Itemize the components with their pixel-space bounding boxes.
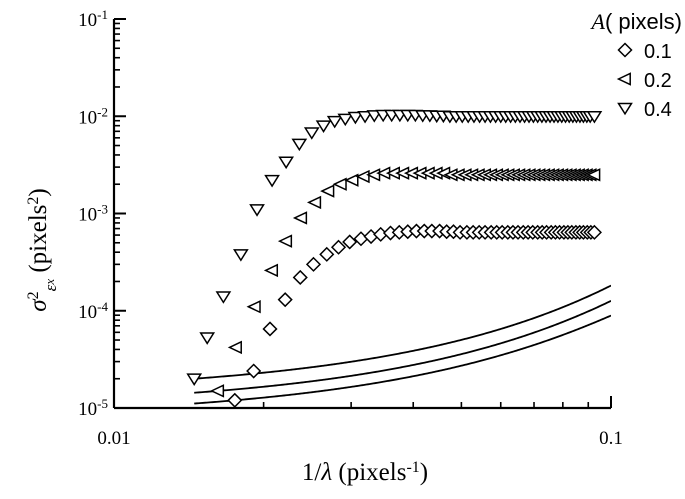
data-point-series-2 bbox=[320, 184, 335, 198]
y-axis-label: σ2εx (pixels2) bbox=[25, 188, 60, 311]
x-label-unit-close: ) bbox=[420, 459, 428, 486]
y-tick-exp: -3 bbox=[97, 201, 108, 216]
legend-marker-series-1 bbox=[617, 42, 633, 58]
x-label-unit-open: (pixels bbox=[332, 459, 406, 486]
data-point-series-1 bbox=[353, 231, 369, 247]
y-tick-label: 10-1 bbox=[78, 7, 108, 32]
y-tick-label: 10-5 bbox=[78, 396, 108, 421]
data-point-series-1 bbox=[330, 239, 347, 255]
data-point-series-1 bbox=[277, 292, 293, 308]
y-axis-ticks: 10-110-210-310-410-5 bbox=[78, 7, 126, 421]
data-point-series-2 bbox=[306, 195, 322, 210]
x-axis-label: 1/λ (pixels-1) bbox=[302, 459, 428, 487]
y-tick-exp: -1 bbox=[97, 7, 108, 22]
y-label-unit-close: ) bbox=[25, 188, 52, 196]
data-point-series-2 bbox=[292, 211, 308, 225]
legend-label-series-3: 0.4 bbox=[644, 99, 672, 121]
y-tick-label: 10-2 bbox=[78, 104, 108, 129]
y-tick-base: 10 bbox=[78, 107, 97, 128]
x-tick-label: 0.01 bbox=[97, 428, 130, 449]
fit-curve-series-1 bbox=[194, 314, 611, 405]
legend-marker-series-2 bbox=[616, 72, 631, 86]
data-point-series-1 bbox=[586, 224, 602, 240]
fit-curve-series-3 bbox=[194, 284, 611, 380]
data-point-series-2 bbox=[586, 168, 601, 182]
data-point-series-3 bbox=[199, 332, 216, 345]
data-point-series-1 bbox=[292, 269, 308, 286]
data-point-series-2 bbox=[263, 263, 279, 278]
data-point-series-3 bbox=[337, 113, 354, 127]
y-tick-label: 10-3 bbox=[78, 201, 108, 226]
y-tick-base: 10 bbox=[78, 10, 97, 31]
x-label-var: λ bbox=[320, 459, 332, 486]
fit-curve-series-2 bbox=[194, 300, 611, 394]
data-point-series-3 bbox=[215, 291, 232, 304]
fit-curves bbox=[194, 284, 611, 405]
data-point-series-3 bbox=[366, 110, 383, 123]
y-tick-base: 10 bbox=[78, 205, 97, 226]
data-point-series-3 bbox=[186, 373, 203, 386]
axes bbox=[112, 19, 611, 410]
data-point-series-2 bbox=[366, 168, 381, 182]
data-point-series-3 bbox=[357, 110, 373, 124]
y-label-eps-sub: x bbox=[42, 279, 57, 286]
y-label-unit-open: (pixels bbox=[25, 205, 52, 279]
legend-title: A( pixels) bbox=[590, 9, 682, 34]
x-label-main: 1/ bbox=[302, 459, 322, 486]
data-point-series-2 bbox=[277, 234, 293, 248]
data-point-series-1 bbox=[227, 392, 243, 408]
y-tick-exp: -5 bbox=[97, 396, 108, 411]
data-point-series-1 bbox=[246, 363, 262, 379]
legend: A( pixels) 0.1 0.2 0.4 bbox=[590, 9, 682, 121]
data-point-series-2 bbox=[209, 384, 225, 398]
y-tick-label: 10-4 bbox=[78, 298, 108, 323]
data-point-series-3 bbox=[347, 111, 364, 125]
y-tick-exp: -4 bbox=[97, 298, 108, 313]
legend-label-series-1: 0.1 bbox=[644, 41, 672, 63]
data-point-series-1 bbox=[305, 256, 322, 272]
legend-title-var: A bbox=[590, 9, 606, 34]
data-point-series-1 bbox=[319, 246, 335, 262]
x-axis-ticks: 0.01 0.1 bbox=[97, 396, 623, 449]
y-label-sigma: σ bbox=[25, 298, 52, 312]
data-point-series-2 bbox=[355, 169, 370, 184]
y-tick-base: 10 bbox=[78, 302, 97, 323]
data-point-series-2 bbox=[246, 300, 261, 314]
data-point-series-2 bbox=[227, 340, 242, 355]
data-markers bbox=[186, 109, 603, 408]
y-label-sigma-sup: 2 bbox=[25, 291, 42, 299]
data-point-series-3 bbox=[326, 115, 343, 129]
y-label-unit-sup: 2 bbox=[25, 197, 42, 205]
legend-marker-series-3 bbox=[617, 102, 633, 116]
y-label-eps: ε bbox=[41, 284, 60, 291]
y-tick-exp: -2 bbox=[97, 104, 108, 119]
data-point-series-3 bbox=[315, 120, 332, 133]
legend-label-series-2: 0.2 bbox=[644, 70, 672, 92]
data-point-series-3 bbox=[303, 127, 320, 140]
data-point-series-3 bbox=[291, 138, 308, 152]
legend-title-rest: ( pixels) bbox=[605, 9, 682, 34]
data-point-series-2 bbox=[344, 173, 359, 187]
data-point-series-1 bbox=[342, 234, 358, 250]
x-label-unit-sup: -1 bbox=[406, 459, 419, 476]
data-point-series-3 bbox=[233, 249, 249, 262]
data-point-series-1 bbox=[262, 321, 278, 337]
data-point-series-3 bbox=[278, 156, 294, 170]
data-point-series-3 bbox=[264, 174, 280, 188]
x-tick-label: 0.1 bbox=[599, 428, 623, 449]
data-point-series-2 bbox=[332, 177, 347, 191]
data-point-series-3 bbox=[249, 204, 265, 217]
y-tick-base: 10 bbox=[78, 399, 97, 420]
data-point-series-3 bbox=[586, 110, 603, 124]
